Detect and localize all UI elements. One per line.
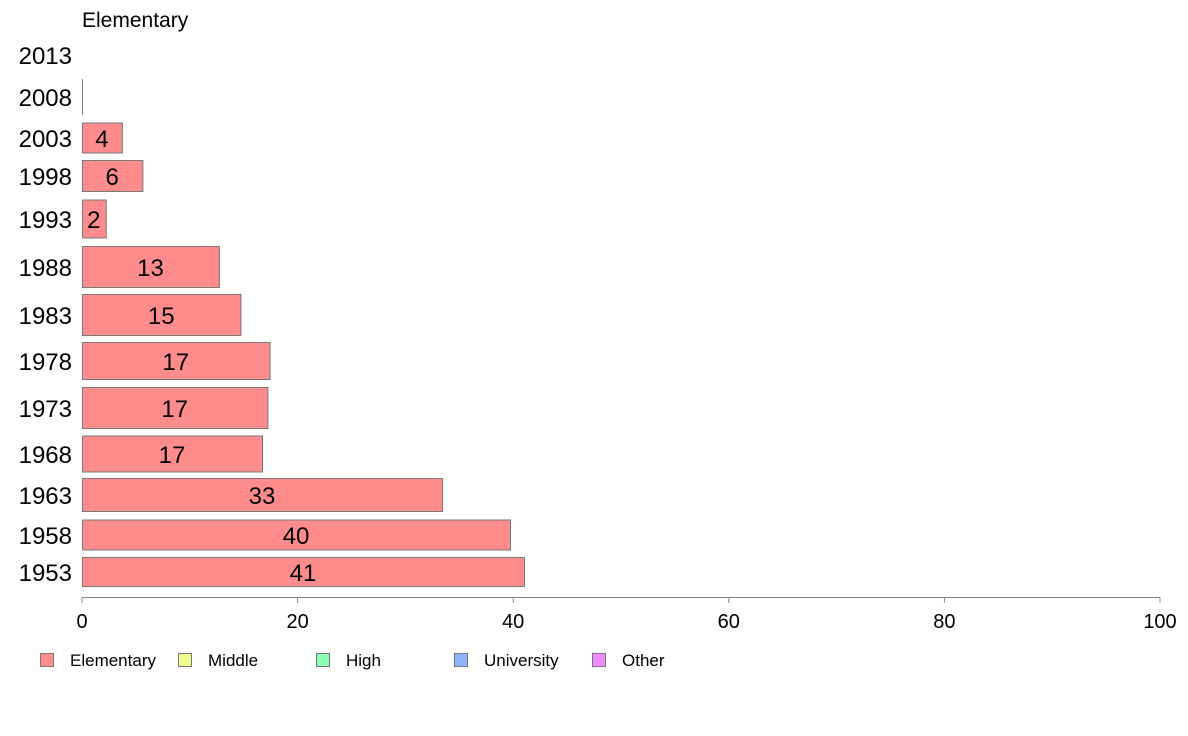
legend-swatch — [40, 653, 54, 667]
y-tick-label: 2013 — [19, 43, 72, 70]
data-label: 17 — [161, 396, 188, 423]
y-tick-label: 1973 — [19, 396, 72, 423]
bar — [82, 160, 144, 192]
bar — [82, 519, 511, 551]
legend-swatch — [316, 653, 330, 667]
data-label: 40 — [283, 523, 310, 550]
y-tick-label: 1953 — [19, 560, 72, 587]
x-axis: 0 20 40 60 80 100 — [76, 597, 1177, 633]
bar — [82, 557, 525, 587]
x-tick-label: 0 — [76, 611, 87, 633]
y-axis-labels: 2013 2008 2003 1998 1993 1988 1983 1978 1973 1968… — [19, 43, 72, 587]
x-tick-label: 100 — [1143, 611, 1176, 633]
y-tick-label: 1993 — [19, 207, 72, 234]
y-tick-label: 1963 — [19, 483, 72, 510]
data-label: 6 — [106, 164, 119, 191]
bar — [82, 435, 264, 473]
y-tick-label: 1958 — [19, 523, 72, 550]
data-label: 2 — [87, 207, 100, 234]
y-tick-label: 1998 — [19, 164, 72, 191]
legend-label: Middle — [208, 651, 258, 670]
y-tick-label: 1968 — [19, 442, 72, 469]
bar — [82, 342, 271, 380]
legend-swatch — [454, 653, 468, 667]
bar — [82, 294, 242, 336]
x-tick-label: 20 — [286, 611, 308, 633]
bar — [82, 199, 107, 239]
legend-label: Elementary — [70, 651, 156, 670]
legend-label: University — [484, 651, 559, 670]
legend-label: High — [346, 651, 381, 670]
data-label: 17 — [159, 442, 186, 469]
legend-swatch — [178, 653, 192, 667]
legend-label: Other — [622, 651, 665, 670]
y-tick-label: 1988 — [19, 255, 72, 282]
y-tick-label: 1983 — [19, 303, 72, 330]
bar — [82, 122, 123, 154]
data-label: 15 — [148, 303, 175, 330]
legend: Elementary Middle High University Other — [40, 651, 665, 670]
bar — [82, 246, 220, 288]
data-label: 13 — [137, 255, 164, 282]
data-label: 41 — [290, 560, 317, 587]
data-label: 17 — [162, 349, 189, 376]
y-tick-label: 2008 — [19, 85, 72, 112]
bar — [82, 387, 269, 429]
y-tick-label: 2003 — [19, 126, 72, 153]
chart-title: Elementary — [82, 9, 189, 32]
x-tick-label: 40 — [502, 611, 524, 633]
x-tick-label: 60 — [718, 611, 740, 633]
bars-group: 4 62 13 15 17 17 17 33 40 41 — [82, 79, 525, 587]
data-label: 4 — [95, 126, 108, 153]
y-tick-label: 1978 — [19, 349, 72, 376]
data-label: 33 — [249, 483, 276, 510]
bar — [82, 478, 444, 512]
legend-swatch — [592, 653, 606, 667]
x-tick-label: 80 — [933, 611, 955, 633]
